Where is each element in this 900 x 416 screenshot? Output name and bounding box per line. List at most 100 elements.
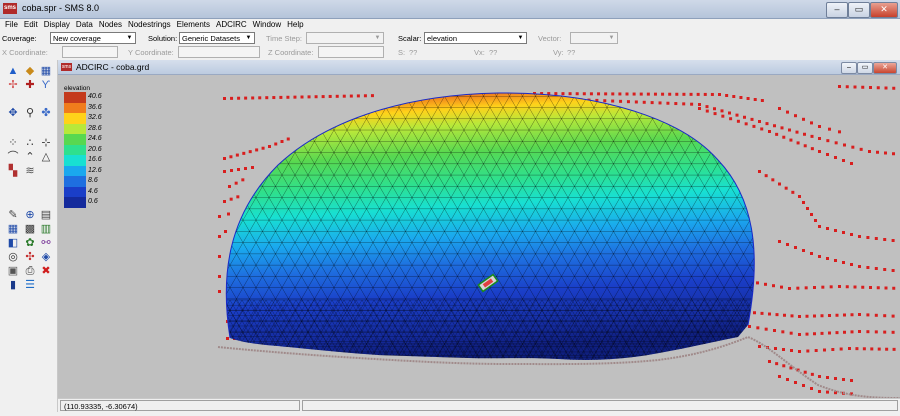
solution-select[interactable]: Generic Datasets ▼ [179,32,255,44]
create-nodestring-icon[interactable]: ⌃ [25,151,35,163]
minimize-button[interactable]: – [826,2,848,18]
contour-icon[interactable]: ≋ [25,165,35,177]
menu-elements[interactable]: Elements [176,20,210,29]
legend-entry: 20.6 [64,144,112,155]
settings-icon[interactable]: ◎ [8,251,18,263]
select-vertices-icon[interactable]: ∴ [26,137,34,149]
menu-adcirc[interactable]: ADCIRC [216,20,247,29]
triangle-icon[interactable]: △ [41,151,51,163]
pan-icon[interactable]: ✥ [8,107,18,119]
chevron-down-icon: ▼ [517,35,524,41]
mesh-module-icon[interactable]: ▲ [7,65,19,77]
menu-display[interactable]: Display [43,20,70,29]
mdi-area: sms ADCIRC - coba.grd – ▭ ✕ [58,60,900,413]
contour-fill [226,92,755,360]
status-bar: (110.93335, -6.30674) [58,398,900,413]
vector-select[interactable]: ▼ [570,32,618,44]
legend-swatch [64,165,86,176]
histogram-icon[interactable]: ▮ [9,279,17,291]
chevron-down-icon: ▼ [126,35,133,41]
legend-value: 20.6 [88,145,102,153]
table-icon[interactable]: ▤ [40,209,52,221]
legend-title: elevation [64,85,91,92]
grid-module-icon[interactable]: ▦ [40,65,52,77]
edit-icon[interactable]: ✎ [8,209,18,221]
legend-swatch [64,102,86,113]
zoom-icon[interactable]: ⚲ [25,107,35,119]
x-coordinate-field[interactable] [62,46,118,58]
chevron-down-icon: ▼ [245,35,252,41]
legend-value: 28.6 [88,124,102,132]
z-coordinate-field[interactable] [318,46,384,58]
child-close-button[interactable]: ✕ [873,62,897,74]
measure-icon[interactable]: ▩ [24,223,36,235]
rotate-icon[interactable]: ✤ [41,107,51,119]
select-nodes-icon[interactable]: ⁘ [8,137,18,149]
mesh-grid-icon[interactable]: ▦ [7,223,19,235]
legend-entry: 36.6 [64,102,112,113]
plus-icon[interactable]: ✚ [25,79,35,91]
link-icon[interactable]: ⚯ [41,237,51,249]
create-node-icon[interactable]: ⊹ [41,137,51,149]
color-legend: elevation 40.6 36.6 32.6 28.6 24.6 20.6 16.6 12… [64,85,112,208]
legend-swatch [64,92,86,103]
coverage-select[interactable]: New coverage ▼ [50,32,136,44]
coastline [217,335,900,399]
timestep-select[interactable]: ▼ [306,32,384,44]
vx-label: Vx: [474,48,485,57]
legend-value: 40.6 [88,93,102,100]
window-title: coba.spr - SMS 8.0 [22,3,100,13]
menu-nodes[interactable]: Nodes [98,20,122,29]
tool-palette: ▲ ◆ ▦ ✢ ✚ Ƴ ✥ ⚲ ✤ ⁘ ∴ ⊹ ⌒ ⌃ △ ▚ ≋ ✎ ⊕ ▤ … [0,60,58,412]
filter-icon[interactable]: ✿ [25,237,35,249]
solution-label: Solution: [148,34,178,43]
mesh-canvas[interactable]: elevation 40.6 36.6 32.6 28.6 24.6 20.6 16.6 12… [58,75,900,399]
x-coordinate-label: X Coordinate: [2,48,48,57]
bar-chart-icon[interactable]: ☰ [25,279,35,291]
display-options-icon[interactable]: ▣ [7,265,19,277]
legend-swatch [64,144,86,155]
scalar-select[interactable]: elevation ▼ [424,32,527,44]
legend-entry: 12.6 [64,165,112,176]
data-icon[interactable]: ◧ [7,237,19,249]
select-element-icon[interactable]: ▚ [8,165,18,177]
legend-value: 12.6 [88,166,102,174]
maximize-button[interactable]: ▭ [848,2,870,18]
island-feature [477,273,499,293]
legend-entry: 8.6 [64,176,112,187]
menu-window[interactable]: Window [252,20,282,29]
close-button[interactable]: ✕ [870,2,898,18]
legend-entry: 4.6 [64,186,112,197]
delete-icon[interactable]: ✖ [41,265,51,277]
menu-file[interactable]: File [5,20,18,29]
dataset-toolbar: Coverage: New coverage ▼ Solution: Gener… [0,31,900,47]
child-minimize-button[interactable]: – [841,62,857,74]
document-icon: sms [61,63,72,71]
select-nodestring-icon[interactable]: ⌒ [7,151,19,163]
child-maximize-button[interactable]: ▭ [857,62,873,74]
menu-help[interactable]: Help [287,20,304,29]
legend-swatch [64,155,86,166]
menu-edit[interactable]: Edit [23,20,38,29]
tools-icon[interactable]: ✣ [25,251,35,263]
child-title-bar: sms ADCIRC - coba.grd – ▭ ✕ [58,60,900,75]
vector-label: Vector: [538,34,562,43]
legend-value: 32.6 [88,114,102,121]
z-coordinate-label: Z Coordinate: [268,48,314,57]
chart-icon[interactable]: ▥ [40,223,52,235]
model-check-icon[interactable]: ◈ [41,251,51,263]
menu-bar: File Edit Display Data Nodes Nodestrings Eleme… [0,19,900,31]
legend-value: 36.6 [88,103,102,111]
legend-value: 24.6 [88,135,102,142]
legend-entry: 24.6 [64,134,112,145]
target-icon[interactable]: ⊕ [25,209,35,221]
y-coordinate-field[interactable] [178,46,260,58]
map-module-icon[interactable]: ◆ [25,65,35,77]
particle-icon[interactable]: Ƴ [41,79,51,91]
menu-data[interactable]: Data [75,20,93,29]
menu-nodestrings[interactable]: Nodestrings [127,20,171,29]
scatter-module-icon[interactable]: ✢ [8,79,18,91]
print-icon[interactable]: ⎙ [25,265,35,277]
legend-swatch [64,176,86,187]
mesh-view[interactable] [58,75,900,399]
